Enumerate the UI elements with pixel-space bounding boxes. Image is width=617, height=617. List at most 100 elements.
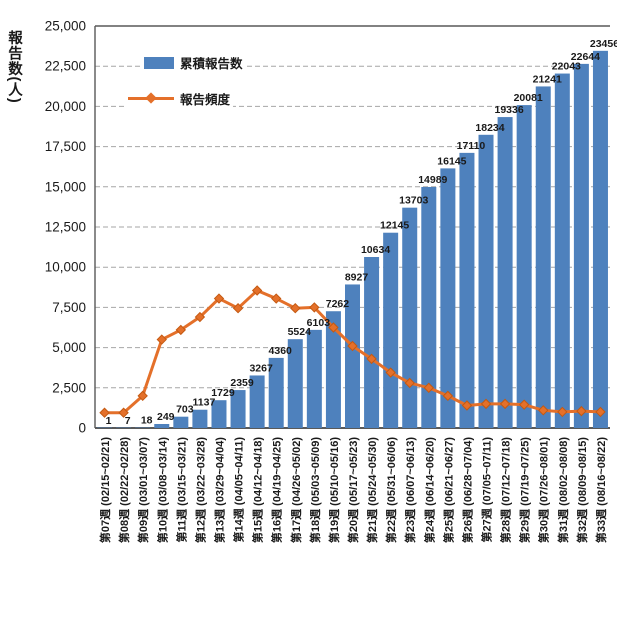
- x-tick-label: 第26週 (06/28~07/04): [460, 437, 474, 543]
- x-tick-label: 第28週 (07/12~07/18): [499, 437, 513, 543]
- bar: [268, 357, 284, 428]
- bar: [516, 105, 532, 428]
- bar: [306, 329, 322, 428]
- bar-value-label: 17110: [457, 140, 486, 152]
- line-marker: [576, 405, 587, 417]
- line-marker: [385, 367, 396, 378]
- bar-value-label: 21241: [533, 73, 562, 85]
- x-tick-label: 第08週 (02/22~02/28): [117, 437, 131, 543]
- x-tick-label: 第27週 (07/05~07/11): [480, 437, 494, 543]
- x-tick-label: 第13週 (03/29~04/04): [212, 437, 226, 543]
- bar-value-label: 20081: [514, 92, 543, 104]
- bar-value-label: 6103: [307, 317, 331, 329]
- bar-value-label: 7262: [326, 298, 350, 310]
- x-tick-label: 第15週 (04/12~04/18): [251, 437, 265, 543]
- bar-value-label: 10634: [361, 244, 390, 256]
- bar-value-label: 2359: [230, 377, 254, 389]
- x-tick-label: 第25週 (06/21~06/27): [441, 437, 455, 543]
- line-marker: [328, 322, 339, 333]
- line-marker: [175, 324, 187, 336]
- line-marker: [156, 334, 167, 345]
- bar: [554, 73, 570, 429]
- bar: [249, 375, 265, 428]
- x-tick-label: 第16週 (04/19~04/25): [270, 437, 284, 543]
- x-tick-label: 第31週 (08/02~08/08): [556, 437, 570, 543]
- line-marker: [347, 340, 358, 352]
- bar: [478, 134, 494, 428]
- bar-value-label: 13703: [399, 195, 428, 207]
- bar-value-label: 23456: [590, 38, 617, 50]
- y-tick-label: 7,500: [52, 300, 86, 315]
- bar: [154, 423, 170, 428]
- legend-label-cumulative: 累積報告数: [180, 57, 243, 71]
- line-marker: [595, 406, 606, 418]
- bar-value-label: 3267: [249, 362, 273, 374]
- line-marker: [251, 285, 263, 296]
- x-tick-label: 第29週 (07/19~07/25): [518, 437, 532, 543]
- y-tick-label: 22,500: [45, 59, 86, 74]
- line-marker: [423, 382, 435, 394]
- legend-label-frequency: 報告頻度: [180, 93, 231, 107]
- bar: [211, 400, 227, 428]
- x-tick-label: 第09週 (03/01~03/07): [136, 437, 150, 543]
- x-tick-label: 第23週 (06/07~06/13): [403, 437, 417, 543]
- line-marker: [461, 400, 473, 411]
- line-marker: [518, 399, 530, 410]
- y-tick-label: 25,000: [45, 19, 86, 34]
- bar: [402, 207, 418, 428]
- bar-value-label: 18: [141, 415, 153, 427]
- x-tick-label: 第17週 (04/26~05/02): [289, 437, 303, 543]
- y-axis-title: 報告数(人): [6, 30, 22, 104]
- x-tick-label: 第21週 (05/24~05/30): [365, 437, 379, 543]
- bar: [592, 50, 608, 429]
- bar: [440, 168, 456, 428]
- bar: [230, 390, 246, 428]
- y-tick-label: 12,500: [45, 220, 86, 235]
- line-marker: [99, 407, 110, 418]
- bar-value-label: 703: [176, 404, 194, 416]
- line-marker: [232, 302, 244, 314]
- bar-value-label: 5524: [288, 326, 312, 338]
- x-tick-label: 第32週 (08/09~08/15): [575, 437, 589, 543]
- x-tick-label: 第24週 (06/14~06/20): [422, 437, 436, 543]
- bar-value-label: 1137: [193, 397, 216, 409]
- legend-bar-swatch-icon: [144, 56, 174, 69]
- bar: [345, 284, 360, 428]
- bar-value-label: 19336: [494, 104, 523, 116]
- bar: [192, 409, 208, 428]
- bar-value-label: 4360: [269, 345, 293, 357]
- legend-item-frequency: 報告頻度: [125, 88, 234, 109]
- x-tick-label: 第10週 (03/08~03/14): [155, 437, 169, 543]
- x-tick-label: 第33週 (08/16~08/22): [594, 437, 608, 543]
- x-tick-label: 第14週 (04/05~04/11): [232, 437, 246, 543]
- y-tick-label: 2,500: [52, 380, 86, 395]
- line-marker: [499, 398, 511, 410]
- bar-value-label: 1729: [211, 387, 235, 399]
- bar-value-label: 14989: [418, 174, 447, 186]
- legend-diamond-marker-icon: [145, 92, 157, 104]
- legend-item-cumulative: 累積報告数: [141, 52, 246, 73]
- legend-line-swatch-icon: [128, 92, 174, 104]
- line-marker: [270, 293, 282, 304]
- line-marker: [137, 390, 148, 402]
- x-tick-label: 第20週 (05/17~05/23): [346, 437, 360, 543]
- bar-value-label: 16145: [437, 155, 466, 167]
- y-tick-label: 17,500: [45, 139, 86, 154]
- y-tick-label: 5,000: [52, 340, 86, 355]
- bar: [173, 416, 189, 428]
- line-marker: [290, 302, 301, 314]
- bar: [287, 339, 303, 428]
- y-tick-label: 10,000: [45, 260, 86, 275]
- line-marker: [557, 406, 568, 418]
- x-tick-label: 第19週 (05/10~05/16): [327, 437, 341, 543]
- bar: [497, 117, 513, 428]
- x-tick-label: 第07週 (02/15~02/21): [98, 437, 112, 543]
- bar: [459, 152, 475, 428]
- x-tick-label: 第22週 (05/31~06/06): [384, 437, 398, 543]
- bar: [535, 86, 551, 429]
- bar-value-label: 249: [157, 411, 175, 423]
- line-marker: [538, 405, 549, 416]
- line-marker: [404, 377, 415, 389]
